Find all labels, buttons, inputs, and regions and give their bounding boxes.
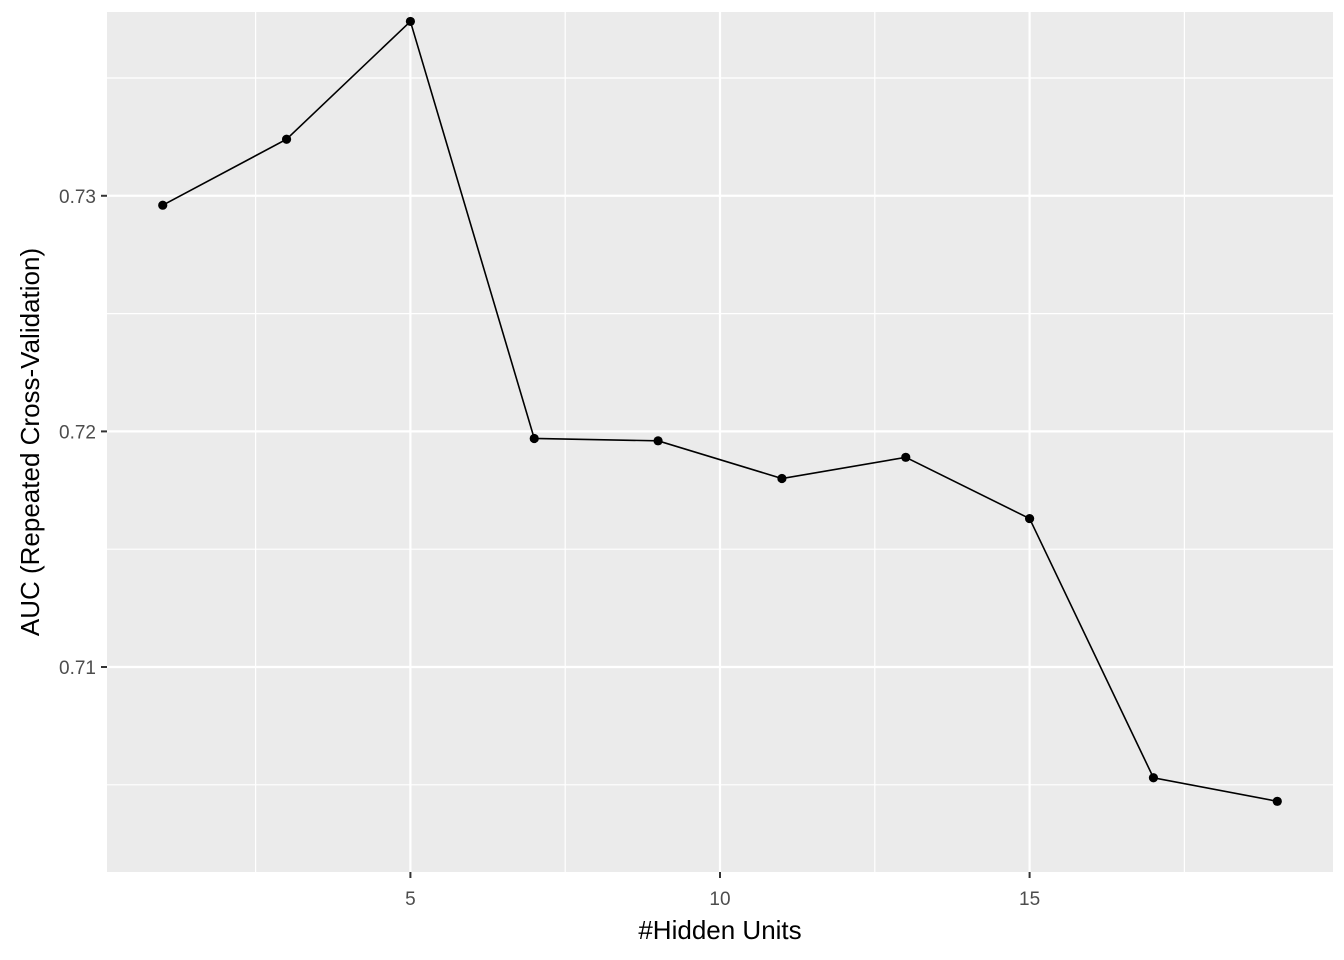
x-axis-title: #Hidden Units [638,915,801,945]
y-tick-label: 0.73 [59,187,96,208]
major-gridlines [107,12,1333,872]
y-tick-label: 0.72 [59,422,96,443]
data-point [529,433,539,444]
data-point [281,134,292,144]
data-point [901,452,911,462]
x-tick-label: 10 [709,889,730,910]
data-series [158,16,1282,806]
y-tick-label: 0.71 [59,658,96,679]
x-tick-label: 15 [1019,889,1040,910]
y-axis: 0.71 0.72 0.73 [59,187,107,679]
data-point [1024,513,1035,524]
data-point [777,473,787,484]
series-line [162,19,1278,803]
y-axis-title: AUC (Repeated Cross-Validation) [15,248,45,636]
data-point [653,436,663,446]
x-tick-label: 5 [405,889,416,910]
data-point [405,16,416,27]
data-point [1272,796,1282,806]
data-point [1148,773,1159,783]
data-point [158,200,168,210]
x-axis: 5 10 15 [405,872,1040,910]
